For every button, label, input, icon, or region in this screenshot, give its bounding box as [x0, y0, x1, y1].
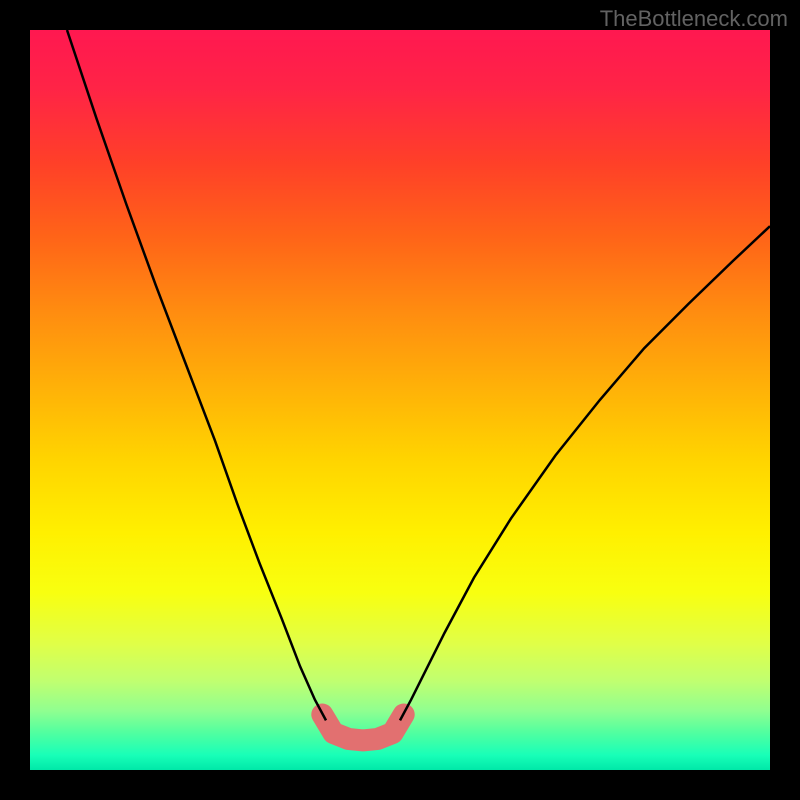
plot-area: [30, 30, 770, 770]
watermark-text: TheBottleneck.com: [600, 6, 788, 32]
v-curve-left: [67, 30, 326, 720]
v-curve-right: [400, 226, 770, 720]
bottom-accent-path: [322, 715, 403, 741]
curve-layer: [30, 30, 770, 770]
